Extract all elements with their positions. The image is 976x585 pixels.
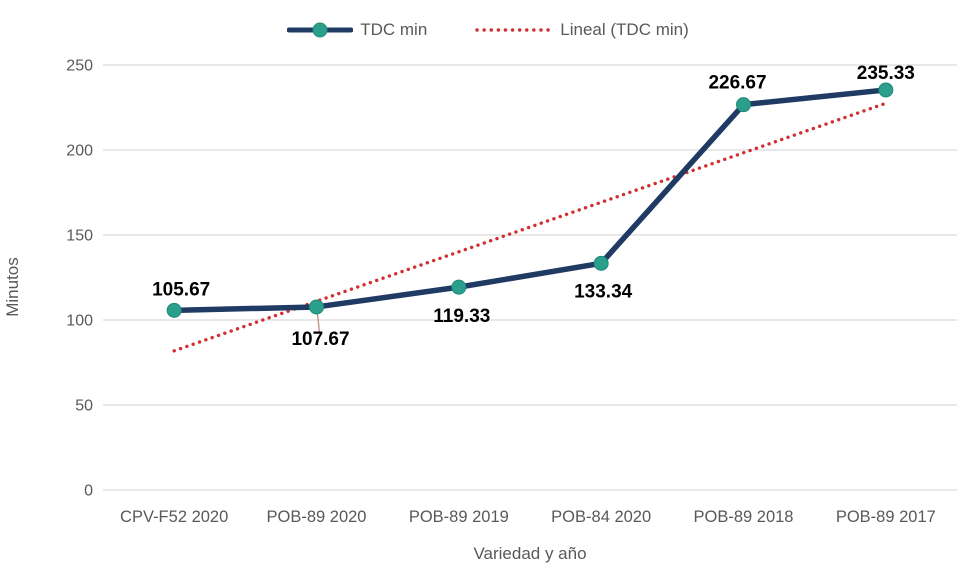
legend-item-lineal: Lineal (TDC min) — [473, 20, 689, 40]
y-tick-label: 250 — [66, 58, 93, 75]
legend-label-tdc-min: TDC min — [360, 20, 428, 39]
x-category-label: POB-89 2017 — [836, 508, 936, 526]
data-point-marker — [451, 279, 467, 295]
data-point-marker — [736, 97, 751, 113]
x-category-label: POB-89 2019 — [409, 508, 509, 526]
trendline — [172, 101, 888, 353]
data-point-marker — [878, 82, 894, 98]
series-line-tdc-min — [171, 87, 889, 314]
data-point-marker — [593, 255, 609, 271]
series-line-sample-icon — [287, 22, 354, 38]
y-tick-label: 50 — [75, 398, 93, 415]
data-label: 133.34 — [574, 281, 633, 302]
x-category-label: POB-89 2018 — [694, 508, 794, 526]
trendline-sample-icon — [475, 28, 553, 32]
x-axis-title: Variedad y año — [473, 544, 587, 563]
data-label: 119.33 — [433, 306, 490, 327]
x-category-label: CPV-F52 2020 — [120, 508, 228, 526]
chart-legend: TDC min Lineal (TDC min) — [0, 20, 976, 40]
data-label-leader-line — [316, 313, 321, 334]
legend-label-lineal: Lineal (TDC min) — [560, 20, 689, 39]
y-tick-label: 0 — [84, 483, 93, 500]
x-category-label: POB-84 2020 — [551, 508, 651, 526]
y-tick-label: 150 — [66, 228, 93, 245]
data-label: 107.67 — [291, 329, 349, 350]
data-point-marker — [309, 299, 324, 315]
y-axis-title: Minutos — [3, 257, 22, 317]
data-label: 235.33 — [857, 63, 915, 84]
legend-item-tdc-min: TDC min — [287, 20, 427, 40]
x-category-label: POB-89 2020 — [267, 508, 367, 526]
data-label: 226.67 — [708, 73, 766, 94]
data-label: 105.67 — [152, 279, 210, 300]
data-point-marker — [166, 302, 182, 318]
y-tick-label: 100 — [66, 313, 93, 330]
y-tick-label: 200 — [66, 143, 93, 160]
